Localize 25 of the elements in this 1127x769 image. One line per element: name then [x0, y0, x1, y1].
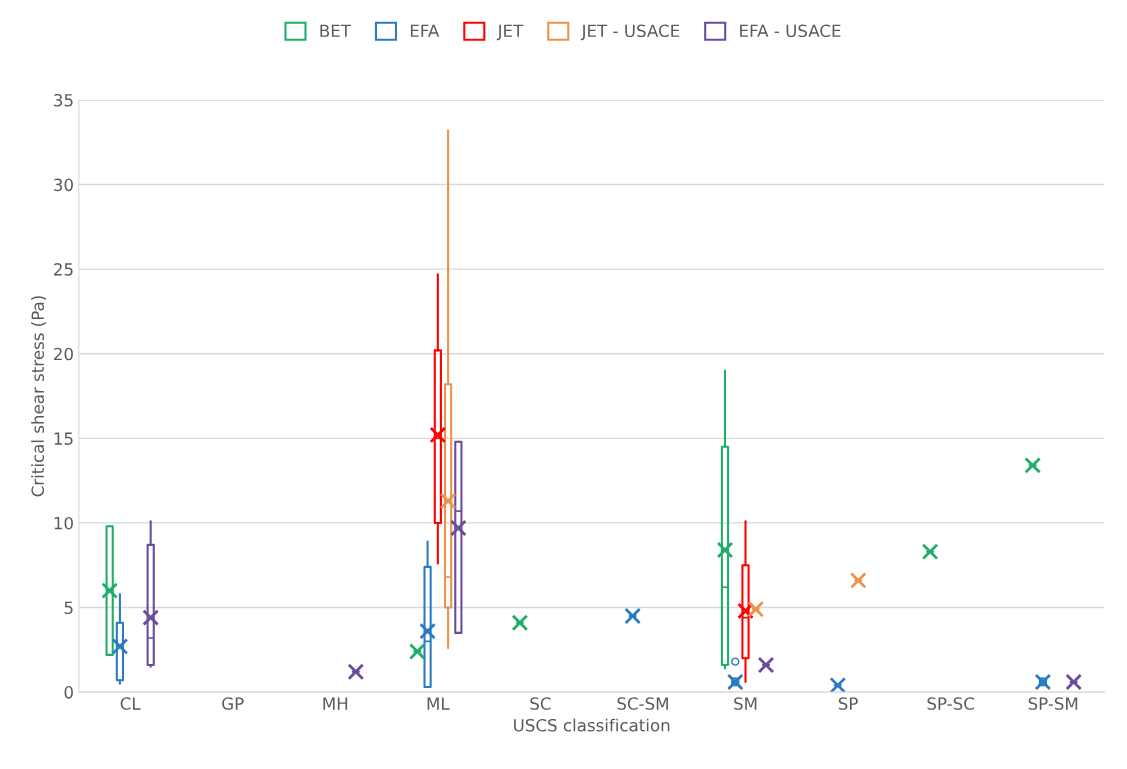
x-tick-label: ML: [427, 697, 450, 710]
legend-label: EFA - USACE: [740, 24, 841, 38]
y-tick-label: 0: [64, 686, 73, 699]
y-tick-label: 15: [54, 432, 73, 445]
x-tick-label: SP: [838, 697, 858, 710]
x-tick-label: MH: [323, 697, 348, 710]
x-tick-label: CL: [120, 697, 141, 710]
y-tick-label: 5: [64, 601, 73, 615]
legend-label: JET: [496, 24, 524, 41]
x-tick-label: SM: [734, 697, 757, 710]
y-tick-label: 10: [54, 516, 73, 530]
x-tick-label: SP-SC: [927, 697, 974, 710]
legend-label: JET - USACE: [580, 24, 680, 41]
x-tick-label: GP: [222, 697, 244, 710]
x-tick-label: SP-SM: [1028, 697, 1078, 710]
y-tick-label: 30: [54, 178, 73, 192]
x-axis-title: USCS classification: [514, 718, 670, 732]
legend-label: BET: [320, 24, 352, 37]
y-tick-label: 25: [54, 263, 73, 276]
y-tick-label: 20: [54, 347, 73, 361]
y-tick-label: 35: [54, 93, 73, 107]
y-axis-title: Critical shear stress (Pa): [31, 296, 46, 497]
legend-label: EFA: [410, 24, 440, 37]
x-tick-label: SC-SM: [617, 697, 668, 710]
x-tick-label: SC: [530, 697, 551, 710]
